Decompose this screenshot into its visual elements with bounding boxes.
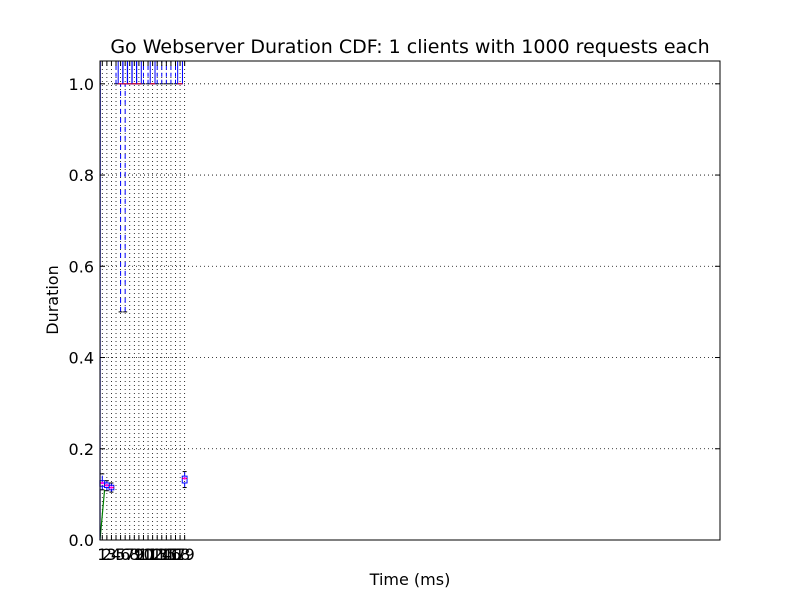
x-tick-label: 11: [138, 545, 158, 564]
x-tick-label: 8: [129, 545, 139, 564]
outlier-point: [183, 477, 186, 480]
grid-layer: [100, 61, 720, 541]
y-tick-label: 0.0: [69, 531, 94, 550]
x-tick-label: 16: [161, 545, 181, 564]
y-tick-label: 0.4: [69, 349, 94, 368]
x-tick-label: 3: [106, 545, 116, 564]
x-tick-label: 13: [147, 545, 167, 564]
box: [181, 475, 188, 484]
box-plot: [108, 482, 115, 493]
box-plot: [122, 60, 129, 313]
x-tick-label: 14: [152, 545, 172, 564]
plot-frame: [99, 60, 721, 541]
y-tick-label: 0.6: [69, 257, 94, 276]
x-tick-label: 12: [142, 545, 162, 564]
x-tick-label: 4: [111, 545, 121, 564]
x-tick-label: 7: [125, 545, 135, 564]
y-axis-title: Duration: [43, 265, 62, 335]
y-tick-label: 1.0: [69, 75, 94, 94]
x-tick-label: 17: [165, 545, 185, 564]
x-tick-label: 19: [174, 545, 194, 564]
x-tick-label: 1: [97, 545, 107, 564]
x-tick-label: 10: [133, 545, 153, 564]
cdf-line: [99, 489, 106, 541]
y-tick-label: 0.2: [69, 440, 94, 459]
box-plot: [181, 471, 188, 489]
x-tick-label: 15: [156, 545, 176, 564]
outlier-point: [105, 483, 109, 487]
box-plot: [117, 60, 124, 313]
chart-title: Go Webserver Duration CDF: 1 clients wit…: [110, 36, 709, 58]
x-axis-title: Time (ms): [369, 570, 451, 589]
x-tick-label: 6: [120, 545, 130, 564]
y-tick-label: 0.8: [69, 166, 94, 185]
x-tick-label: 18: [170, 545, 190, 564]
outlier-point: [100, 481, 104, 485]
x-tick-label: 2: [102, 545, 112, 564]
x-tick-label: 5: [115, 545, 125, 564]
outlier-point: [110, 486, 113, 489]
y-axis: 0.0 0.2 0.4 0.6 0.8 1.0: [69, 75, 720, 550]
data-layer: [99, 60, 188, 541]
x-tick-label: 9: [134, 545, 144, 564]
